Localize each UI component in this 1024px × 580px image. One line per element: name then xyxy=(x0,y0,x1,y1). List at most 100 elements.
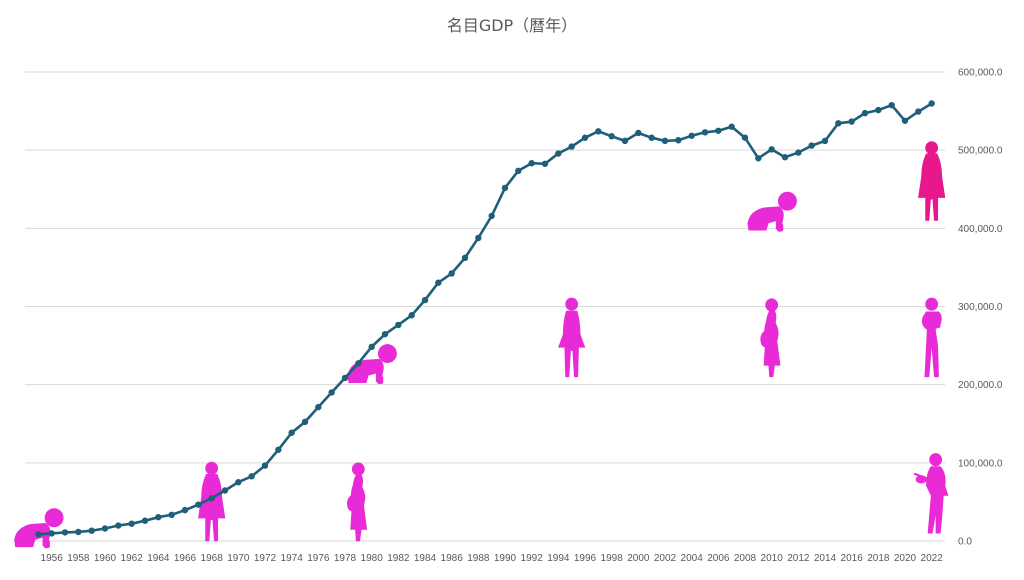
illustrations xyxy=(14,141,949,549)
data-point xyxy=(461,254,469,262)
y-tick-label: 0.0 xyxy=(958,537,972,548)
data-point xyxy=(141,517,149,524)
series xyxy=(35,100,935,538)
data-point xyxy=(661,137,669,145)
data-point xyxy=(781,154,789,161)
x-tick-label: 2014 xyxy=(814,553,837,564)
x-tick-label: 1976 xyxy=(307,553,330,564)
x-tick-label: 1956 xyxy=(41,553,64,564)
crawling-baby-icon xyxy=(747,191,797,232)
x-tick-label: 1988 xyxy=(467,553,490,564)
data-point xyxy=(581,134,589,141)
data-point xyxy=(528,160,535,167)
x-tick-label: 2012 xyxy=(787,553,810,564)
pregnant-woman-icon xyxy=(760,298,781,378)
data-point xyxy=(275,446,282,453)
woman-holding-child-icon xyxy=(921,297,942,378)
data-point xyxy=(435,279,442,286)
data-point xyxy=(648,134,655,141)
y-tick-label: 600,000.0 xyxy=(958,68,1003,79)
data-point xyxy=(195,501,202,508)
series-line xyxy=(38,102,933,536)
data-point xyxy=(848,118,855,125)
x-tick-label: 1986 xyxy=(441,553,464,564)
x-tick-label: 2002 xyxy=(654,553,677,564)
x-tick-label: 2016 xyxy=(841,553,864,564)
data-point xyxy=(88,527,95,534)
x-tick-label: 2018 xyxy=(867,553,890,564)
chart-title: 名目GDP（暦年） xyxy=(446,16,578,35)
woman-watering-can-icon xyxy=(913,453,949,534)
data-point xyxy=(368,343,375,351)
x-tick-label: 1970 xyxy=(227,553,250,564)
x-tick-label: 2000 xyxy=(627,553,650,564)
data-point xyxy=(768,146,775,153)
data-point xyxy=(75,528,82,536)
data-point xyxy=(128,520,135,527)
x-tick-label: 1984 xyxy=(414,553,437,564)
data-point xyxy=(875,106,882,114)
data-point xyxy=(915,108,922,115)
y-tick-label: 500,000.0 xyxy=(958,146,1003,157)
data-point xyxy=(155,513,162,521)
data-point xyxy=(35,531,42,538)
data-point xyxy=(181,506,189,514)
x-tick-label: 1996 xyxy=(574,553,597,564)
y-axis: 0.0 100,000.0 200,000.0 300,000.0 400,000.0 5… xyxy=(958,68,1003,548)
x-tick-label: 1998 xyxy=(601,553,624,564)
young-woman-icon xyxy=(198,461,226,542)
data-point xyxy=(795,149,802,156)
x-tick-label: 2006 xyxy=(707,553,730,564)
x-tick-label: 2022 xyxy=(921,553,944,564)
x-tick-label: 1994 xyxy=(547,553,570,564)
data-point xyxy=(421,296,429,304)
y-tick-label: 200,000.0 xyxy=(958,380,1003,391)
data-point xyxy=(61,529,69,536)
data-point xyxy=(168,511,175,519)
x-tick-label: 2008 xyxy=(734,553,757,564)
data-point xyxy=(901,117,909,124)
x-tick-label: 1992 xyxy=(521,553,544,564)
y-tick-label: 100,000.0 xyxy=(958,458,1003,469)
data-point xyxy=(381,330,389,338)
data-point xyxy=(208,495,215,502)
data-point xyxy=(688,132,695,139)
x-tick-label: 1964 xyxy=(147,553,170,564)
data-point xyxy=(101,525,109,532)
data-point xyxy=(395,321,402,329)
data-point xyxy=(541,160,549,167)
data-point xyxy=(741,134,749,141)
x-tick-label: 1968 xyxy=(201,553,224,564)
data-point xyxy=(728,123,735,130)
data-point xyxy=(235,479,242,486)
data-point xyxy=(595,128,602,135)
data-point xyxy=(501,184,509,192)
data-point xyxy=(288,429,295,436)
data-point xyxy=(808,142,815,149)
data-point xyxy=(248,473,255,480)
x-tick-label: 2020 xyxy=(894,553,917,564)
x-tick-label: 1978 xyxy=(334,553,357,564)
x-tick-label: 1958 xyxy=(67,553,90,564)
data-point xyxy=(621,137,629,145)
x-axis: 1956 1958 1960 1962 1964 1966 1968 1970 1972 1974… xyxy=(41,553,944,564)
y-tick-label: 400,000.0 xyxy=(958,224,1003,235)
girl-icon xyxy=(558,297,586,378)
data-point xyxy=(221,487,229,494)
x-tick-label: 1990 xyxy=(494,553,517,564)
data-point xyxy=(715,127,722,134)
data-point xyxy=(515,167,522,175)
data-point xyxy=(448,270,455,277)
x-tick-label: 1966 xyxy=(174,553,197,564)
x-tick-label: 1960 xyxy=(94,553,117,564)
data-point xyxy=(675,137,682,144)
x-tick-label: 1974 xyxy=(281,553,304,564)
data-point xyxy=(861,109,869,117)
data-point xyxy=(755,155,762,162)
data-point xyxy=(301,418,309,426)
gridlines xyxy=(25,71,945,542)
crawling-baby-icon xyxy=(14,508,64,549)
data-point xyxy=(315,403,322,411)
data-point xyxy=(835,120,842,127)
